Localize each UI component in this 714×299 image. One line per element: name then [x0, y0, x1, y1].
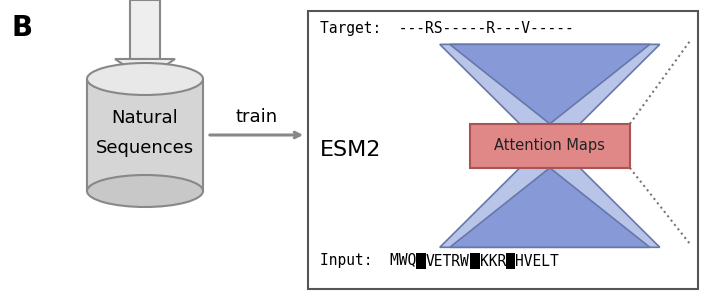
Ellipse shape	[87, 63, 203, 95]
Text: HVELT: HVELT	[516, 254, 559, 269]
Bar	[506, 253, 516, 269]
Text: Input:  MWQ: Input: MWQ	[320, 254, 416, 269]
Polygon shape	[450, 168, 650, 247]
Text: KKR: KKR	[480, 254, 506, 269]
Polygon shape	[115, 59, 175, 79]
Polygon shape	[440, 44, 660, 124]
Ellipse shape	[87, 175, 203, 207]
Polygon shape	[130, 0, 160, 59]
Text: ESM2: ESM2	[320, 140, 381, 160]
Text: Attention Maps: Attention Maps	[494, 138, 605, 153]
Bar	[470, 124, 630, 168]
Bar	[87, 79, 203, 191]
Polygon shape	[450, 44, 650, 124]
Polygon shape	[440, 168, 660, 247]
Text: VETRW: VETRW	[426, 254, 470, 269]
Text: B: B	[12, 14, 33, 42]
Bar	[416, 253, 426, 269]
Bar	[470, 253, 480, 269]
Text: train: train	[236, 108, 278, 126]
Bar	[308, 11, 698, 289]
Text: Natural: Natural	[111, 109, 178, 127]
Text: Target:  ---RS-----R---V-----: Target: ---RS-----R---V-----	[320, 21, 574, 36]
Text: Sequences: Sequences	[96, 139, 194, 157]
